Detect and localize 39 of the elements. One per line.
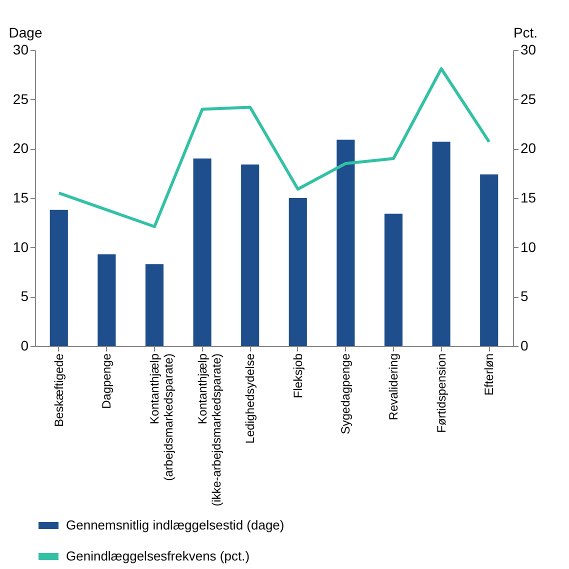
y2-tick-label: 5 — [520, 288, 528, 304]
bar — [241, 164, 260, 346]
x-tick-label: Dagpenge — [100, 353, 114, 409]
y-tick-label: 25 — [12, 90, 29, 107]
x-tick-label: Fleksjob — [290, 353, 305, 398]
bar — [145, 264, 164, 346]
y2-tick-label: 10 — [520, 238, 536, 255]
bar — [480, 174, 498, 346]
bar — [384, 214, 403, 346]
y2-axis-title: Pct. — [513, 24, 538, 40]
x-tick-label: Beskæftigede — [52, 353, 66, 427]
bar — [98, 254, 116, 346]
x-tick-label: Kontanthjælp (ikke-arbejdsmarkedsparate) — [195, 353, 224, 506]
y-tick-label: 5 — [20, 288, 29, 304]
y-tick-label: 10 — [12, 238, 29, 255]
y-tick-label: 30 — [12, 42, 29, 58]
line-series — [57, 67, 491, 228]
y-tick-label: 20 — [12, 140, 29, 156]
y2-tick-label: 0 — [520, 338, 528, 354]
x-tick-label: Revalidering — [386, 354, 400, 420]
y-axis-title: Dage — [8, 24, 42, 40]
y2-tick-label: 15 — [520, 190, 536, 206]
x-tick-label: Sygedagpenge — [338, 353, 353, 434]
bar — [193, 158, 212, 346]
legend-label: Genindlæggelsesfrekvens (pct.) — [66, 548, 250, 564]
bar — [50, 210, 68, 346]
bar — [432, 142, 450, 346]
x-tick-label: Førtidspension — [434, 354, 448, 433]
y2-tick-label: 25 — [520, 90, 536, 107]
x-tick-label: Ledighedsydelse — [243, 353, 258, 444]
bar — [288, 198, 307, 346]
y-tick-label: 15 — [12, 190, 29, 206]
x-tick-label: Efterløn — [482, 354, 496, 396]
y-tick-label: 0 — [20, 338, 29, 354]
x-tick-label: Kontanthjælp (arbejdsmarkedsparate) — [148, 353, 176, 481]
bar — [336, 140, 355, 346]
y2-tick-label: 30 — [520, 42, 536, 58]
y2-tick-label: 20 — [520, 140, 536, 156]
legend-label: Gennemsnitlig indlæggelsestid (dage) — [66, 518, 284, 532]
